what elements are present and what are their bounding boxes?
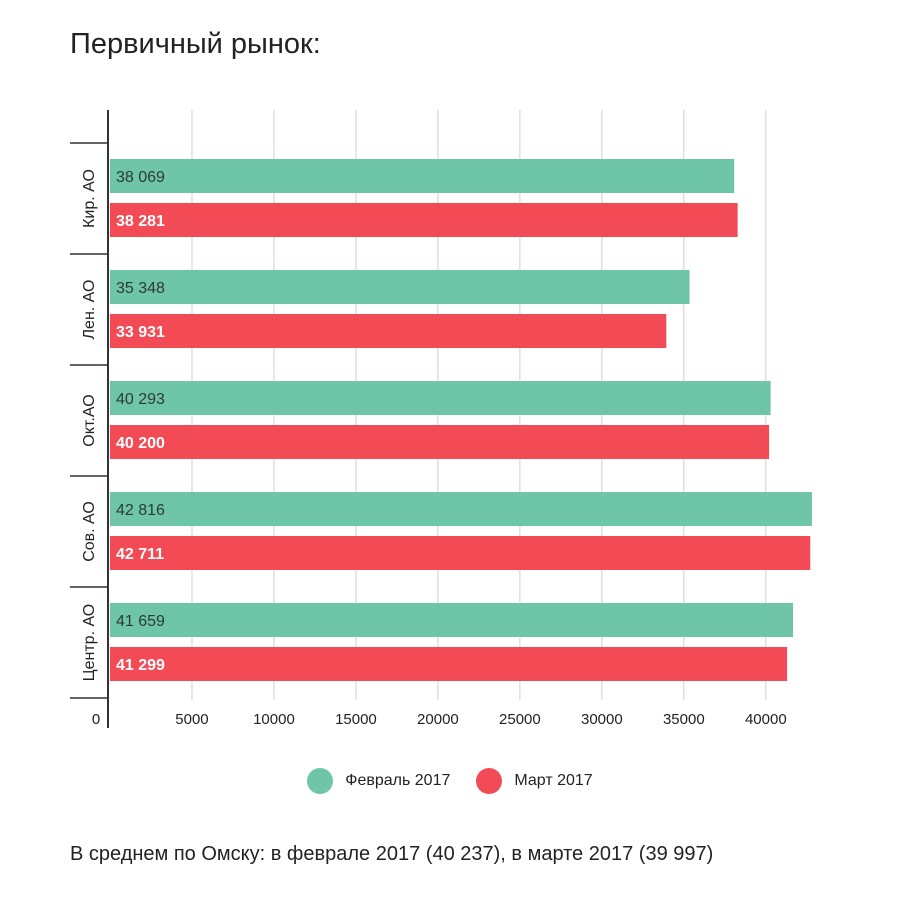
bar-february-3 xyxy=(110,492,812,526)
legend-dot-march xyxy=(476,768,503,794)
axes xyxy=(70,110,109,728)
labels: 38 069 38 281 Кир. АО 35 348 33 931 Лен. АО 40… xyxy=(81,169,787,728)
bar-february-1 xyxy=(110,270,690,304)
value-label-february-3: 42 816 xyxy=(116,502,165,519)
category-label-2: Окт.АО xyxy=(81,394,98,446)
bar-march-2 xyxy=(110,425,770,459)
bar-march-4 xyxy=(110,647,788,681)
bar-march-3 xyxy=(110,536,811,570)
value-label-march-4: 41 299 xyxy=(116,657,165,674)
x-tick-label-7: 35000 xyxy=(663,711,705,728)
legend-label-march: Март 2017 xyxy=(514,772,593,789)
category-label-1: Лен. АО xyxy=(81,280,98,340)
value-label-february-2: 40 293 xyxy=(116,391,165,408)
average-footnote: В среднем по Омску: в феврале 2017 (40 2… xyxy=(70,843,714,865)
legend-item-march: Март 2017 xyxy=(476,768,593,794)
legend: Февраль 2017 Март 2017 xyxy=(0,768,900,794)
value-label-february-1: 35 348 xyxy=(116,280,165,297)
bar-february-0 xyxy=(110,159,735,193)
x-tick-label-5: 25000 xyxy=(499,711,541,728)
bar-chart: 38 069 38 281 Кир. АО 35 348 33 931 Лен. АО 40… xyxy=(70,110,812,728)
bar-february-2 xyxy=(110,381,771,415)
value-label-february-4: 41 659 xyxy=(116,613,165,630)
bar-march-1 xyxy=(110,314,667,348)
bars xyxy=(110,159,812,681)
legend-label-february: Февраль 2017 xyxy=(345,772,451,789)
x-tick-label-3: 15000 xyxy=(335,711,377,728)
category-label-4: Центр. АО xyxy=(81,604,98,681)
chart-title: Первичный рынок: xyxy=(70,28,321,60)
x-tick-label-2: 10000 xyxy=(253,711,295,728)
x-tick-label-0: 0 xyxy=(92,711,100,728)
x-tick-label-1: 5000 xyxy=(175,711,208,728)
bar-february-4 xyxy=(110,603,794,637)
x-tick-label-6: 30000 xyxy=(581,711,623,728)
value-label-february-0: 38 069 xyxy=(116,169,165,186)
value-label-march-0: 38 281 xyxy=(116,213,165,230)
value-label-march-1: 33 931 xyxy=(116,324,165,341)
category-label-3: Сов. АО xyxy=(81,501,98,562)
x-tick-label-8: 40000 xyxy=(745,711,787,728)
legend-item-february: Февраль 2017 xyxy=(307,768,450,794)
bar-march-0 xyxy=(110,203,738,237)
value-label-march-3: 42 711 xyxy=(116,546,164,563)
value-label-march-2: 40 200 xyxy=(116,435,165,452)
category-label-0: Кир. АО xyxy=(81,169,98,228)
x-tick-label-4: 20000 xyxy=(417,711,459,728)
legend-dot-february xyxy=(307,768,334,794)
